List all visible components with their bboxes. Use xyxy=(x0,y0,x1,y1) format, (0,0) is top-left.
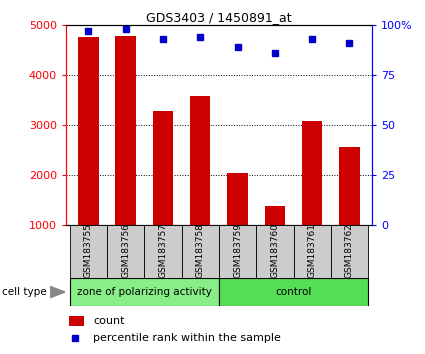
Bar xyxy=(181,225,219,278)
Bar xyxy=(265,206,285,225)
Text: zone of polarizing activity: zone of polarizing activity xyxy=(77,287,212,297)
Bar xyxy=(294,225,331,278)
Bar xyxy=(70,225,107,278)
Text: count: count xyxy=(94,316,125,326)
Bar xyxy=(219,278,368,306)
Text: cell type: cell type xyxy=(2,287,47,297)
Text: GSM183762: GSM183762 xyxy=(345,223,354,278)
Bar xyxy=(78,37,99,225)
Text: GSM183758: GSM183758 xyxy=(196,223,205,278)
Bar xyxy=(144,225,181,278)
Text: GSM183755: GSM183755 xyxy=(84,223,93,278)
Text: GSM183757: GSM183757 xyxy=(159,223,167,278)
Bar xyxy=(256,225,294,278)
Text: GSM183759: GSM183759 xyxy=(233,223,242,278)
Title: GDS3403 / 1450891_at: GDS3403 / 1450891_at xyxy=(146,11,292,24)
Bar xyxy=(302,121,323,225)
Bar xyxy=(69,316,84,326)
Text: control: control xyxy=(275,287,312,297)
Bar xyxy=(190,96,210,225)
Bar xyxy=(107,225,144,278)
Bar xyxy=(339,147,360,225)
Text: percentile rank within the sample: percentile rank within the sample xyxy=(94,333,281,343)
Bar xyxy=(153,111,173,225)
Bar xyxy=(70,278,219,306)
Text: GSM183760: GSM183760 xyxy=(270,223,279,278)
Bar xyxy=(219,225,256,278)
Text: GSM183756: GSM183756 xyxy=(121,223,130,278)
Bar xyxy=(115,36,136,225)
Bar xyxy=(331,225,368,278)
Bar xyxy=(227,173,248,225)
Polygon shape xyxy=(50,286,65,298)
Text: GSM183761: GSM183761 xyxy=(308,223,317,278)
